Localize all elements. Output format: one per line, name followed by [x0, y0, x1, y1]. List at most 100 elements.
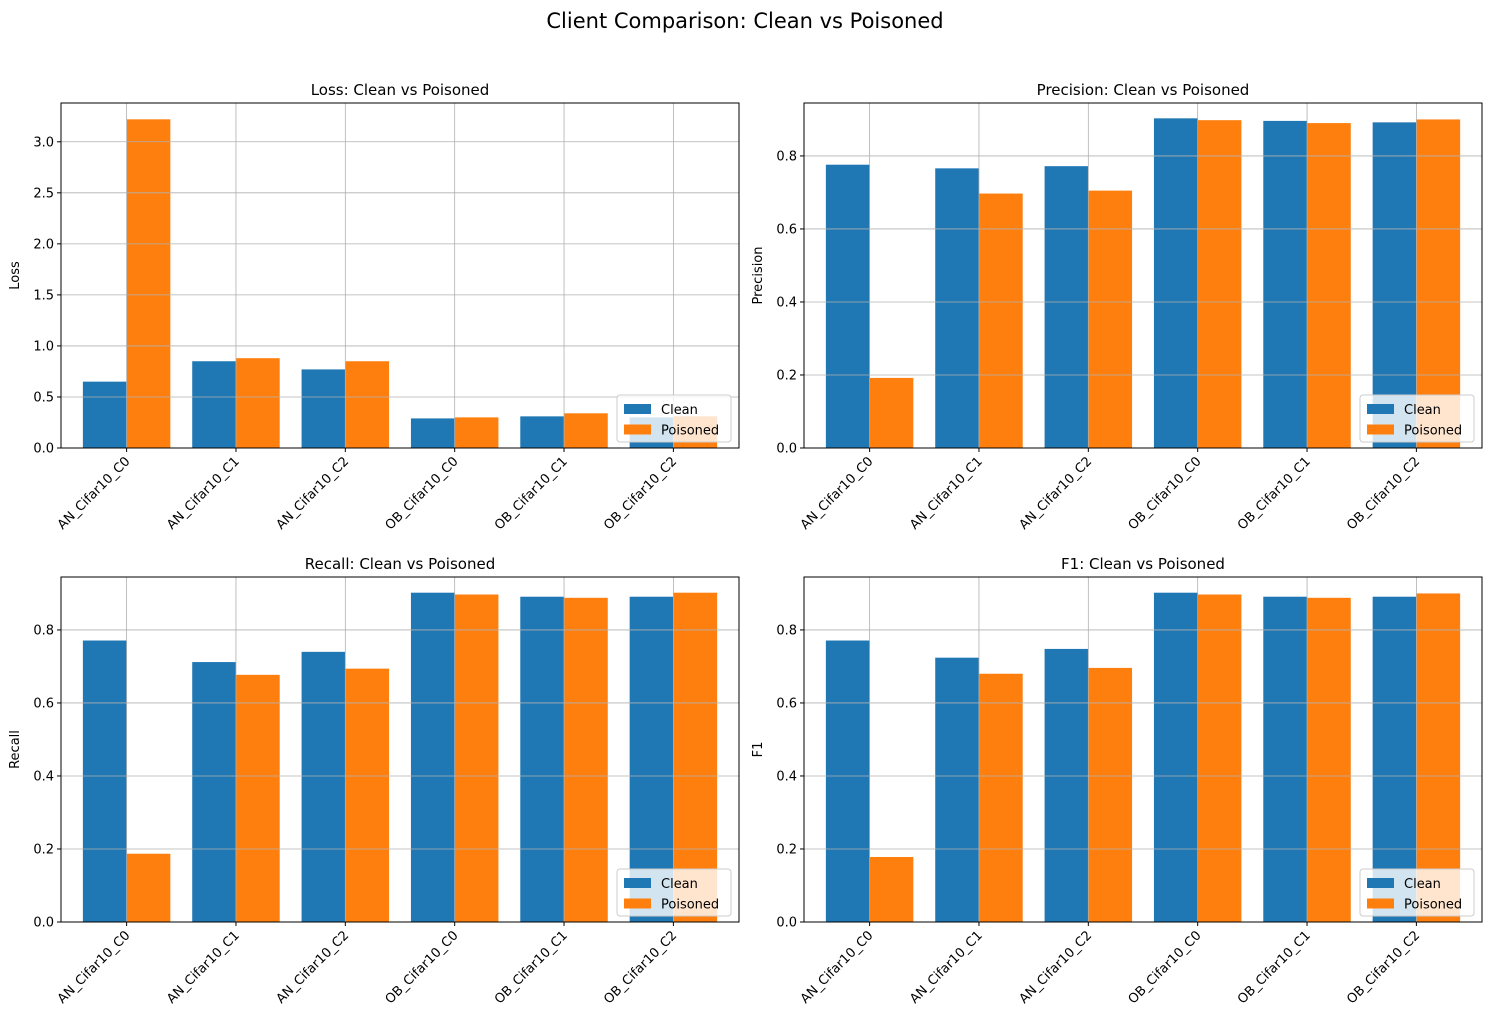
bar-clean-AN_Cifar10_C1	[935, 657, 979, 922]
y-tick-label: 2.5	[33, 186, 54, 201]
bar-clean-AN_Cifar10_C2	[1044, 648, 1089, 922]
figure-title: Client Comparison: Clean vs Poisoned	[546, 9, 943, 33]
bar-poisoned-OB_Cifar10_C0	[1197, 120, 1242, 448]
bar-poisoned-AN_Cifar10_C0	[869, 857, 914, 922]
y-axis-label: Precision	[751, 246, 766, 304]
legend-clean-label: Clean	[661, 877, 698, 892]
y-tick-label: 0.8	[33, 623, 54, 638]
legend-poisoned-label: Poisoned	[661, 424, 719, 439]
x-tick-label: AN_Cifar10_C0	[798, 454, 877, 533]
bar-poisoned-OB_Cifar10_C1	[1307, 123, 1351, 448]
legend-poisoned-label: Poisoned	[1404, 898, 1462, 913]
y-tick-label: 0.4	[33, 769, 54, 784]
bar-poisoned-OB_Cifar10_C1	[1307, 597, 1351, 922]
y-tick-label: 0.8	[776, 623, 797, 638]
legend-clean-swatch	[624, 404, 651, 414]
y-tick-label: 0.6	[776, 222, 797, 237]
chart-panel-1: 0.0 0.5 1.0 1.5 2.0 2.5 3.0 AN_Cifar10_C0 AN_Cif…	[8, 81, 740, 533]
chart-panel-3: 0.0 0.2 0.4 0.6 0.8 AN_Cifar10_C0 AN_Cifar10_C…	[8, 555, 740, 1007]
x-tick-label: AN_Cifar10_C0	[55, 928, 134, 1007]
x-tick-label: AN_Cifar10_C2	[1017, 454, 1096, 533]
bar-clean-OB_Cifar10_C1	[520, 416, 565, 448]
panel-title: Recall: Clean vs Poisoned	[305, 555, 495, 573]
bar-poisoned-AN_Cifar10_C0	[126, 853, 171, 922]
x-tick-label: AN_Cifar10_C1	[907, 928, 986, 1007]
bar-poisoned-OB_Cifar10_C2	[1416, 119, 1461, 449]
y-tick-label: 0.6	[33, 696, 54, 711]
legend: Clean Poisoned	[1359, 394, 1475, 443]
bar-clean-OB_Cifar10_C0	[1153, 592, 1198, 922]
y-tick-label: 1.5	[33, 288, 54, 303]
chart-panel-2: 0.0 0.2 0.4 0.6 0.8 AN_Cifar10_C0 AN_Cifar10_C…	[751, 81, 1483, 533]
bar-clean-OB_Cifar10_C0	[410, 418, 455, 448]
y-tick-label: 0.2	[33, 842, 54, 857]
x-tick-label: OB_Cifar10_C2	[601, 454, 680, 533]
y-tick-label: 0.0	[776, 916, 797, 931]
bar-clean-AN_Cifar10_C2	[301, 369, 346, 448]
x-tick-label: AN_Cifar10_C0	[55, 454, 134, 533]
bar-poisoned-OB_Cifar10_C2	[1416, 593, 1461, 922]
bar-clean-OB_Cifar10_C1	[1263, 120, 1308, 448]
legend-poisoned-label: Poisoned	[661, 898, 719, 913]
y-tick-label: 0.2	[776, 368, 797, 383]
y-tick-label: 0.5	[33, 390, 54, 405]
x-tick-label: OB_Cifar10_C2	[601, 928, 680, 1007]
bar-clean-OB_Cifar10_C2	[1372, 596, 1417, 922]
bar-poisoned-AN_Cifar10_C0	[869, 377, 914, 448]
y-tick-label: 0.2	[776, 842, 797, 857]
axes-frame	[60, 576, 740, 923]
x-tick-label: OB_Cifar10_C0	[1126, 928, 1205, 1007]
legend-clean-label: Clean	[1404, 877, 1441, 892]
y-axis-label: Recall	[8, 730, 23, 769]
bar-clean-OB_Cifar10_C1	[1263, 596, 1308, 922]
bar-clean-AN_Cifar10_C1	[192, 361, 236, 448]
x-tick-label: OB_Cifar10_C2	[1344, 928, 1423, 1007]
x-tick-label: OB_Cifar10_C2	[1344, 454, 1423, 533]
axes-frame	[803, 576, 1483, 923]
bar-poisoned-AN_Cifar10_C0	[126, 119, 171, 448]
x-tick-label: AN_Cifar10_C2	[274, 454, 353, 533]
bar-clean-AN_Cifar10_C2	[301, 651, 346, 922]
x-tick-label: OB_Cifar10_C1	[492, 928, 571, 1007]
y-tick-label: 0.8	[776, 149, 797, 164]
y-tick-label: 0.0	[776, 442, 797, 457]
bar-clean-AN_Cifar10_C0	[82, 381, 127, 448]
bar-poisoned-AN_Cifar10_C2	[345, 361, 390, 448]
legend-poisoned-swatch	[624, 424, 651, 435]
x-tick-label: AN_Cifar10_C1	[907, 454, 986, 533]
legend: Clean Poisoned	[616, 394, 732, 443]
x-tick-label: AN_Cifar10_C1	[164, 454, 243, 533]
bar-poisoned-OB_Cifar10_C0	[454, 417, 499, 448]
bar-clean-AN_Cifar10_C2	[1044, 166, 1089, 448]
bar-clean-OB_Cifar10_C0	[410, 592, 455, 922]
bar-clean-AN_Cifar10_C1	[935, 168, 979, 448]
bar-clean-AN_Cifar10_C1	[192, 662, 236, 922]
panel-title: Precision: Clean vs Poisoned	[1037, 81, 1250, 99]
legend-poisoned-swatch	[1367, 424, 1394, 435]
y-tick-label: 0.4	[776, 295, 797, 310]
legend: Clean Poisoned	[616, 868, 732, 917]
chart-panel-4: 0.0 0.2 0.4 0.6 0.8 AN_Cifar10_C0 AN_Cifar10_C…	[751, 555, 1483, 1007]
legend-poisoned-label: Poisoned	[1404, 424, 1462, 439]
bar-clean-OB_Cifar10_C0	[1153, 118, 1198, 448]
bar-clean-AN_Cifar10_C0	[825, 164, 870, 448]
bar-poisoned-OB_Cifar10_C1	[564, 597, 608, 922]
legend-poisoned-swatch	[624, 898, 651, 909]
bar-poisoned-AN_Cifar10_C1	[978, 193, 1023, 448]
legend-clean-label: Clean	[1404, 403, 1441, 418]
bar-poisoned-OB_Cifar10_C2	[673, 592, 718, 922]
y-tick-label: 0.6	[776, 696, 797, 711]
axes-frame	[803, 102, 1483, 449]
legend-clean-swatch	[624, 878, 651, 888]
bar-clean-OB_Cifar10_C1	[520, 596, 565, 922]
y-axis-label: F1	[751, 742, 766, 758]
panel-title: Loss: Clean vs Poisoned	[311, 81, 490, 99]
legend-poisoned-swatch	[1367, 898, 1394, 909]
panel-title: F1: Clean vs Poisoned	[1061, 555, 1225, 573]
bar-clean-OB_Cifar10_C2	[1372, 122, 1417, 448]
legend: Clean Poisoned	[1359, 868, 1475, 917]
y-tick-label: 0.0	[33, 442, 54, 457]
x-tick-label: OB_Cifar10_C1	[492, 454, 571, 533]
x-tick-label: AN_Cifar10_C0	[798, 928, 877, 1007]
